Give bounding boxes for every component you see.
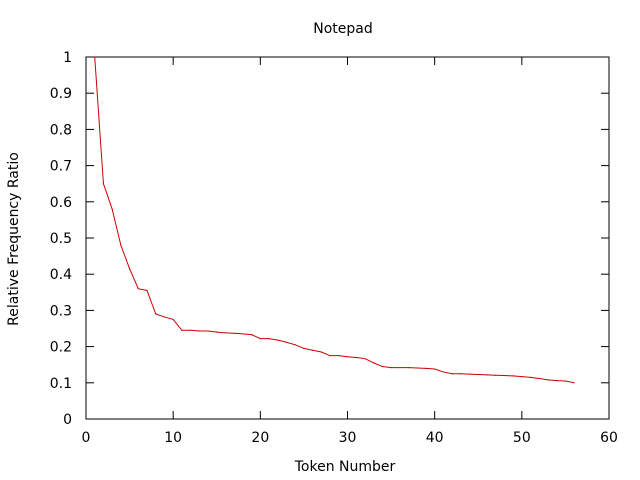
x-tick-label: 50 <box>513 430 531 446</box>
x-tick-label: 20 <box>251 430 269 446</box>
x-axis-label: Token Number <box>294 459 396 475</box>
x-tick-label: 40 <box>426 430 444 446</box>
data-point <box>242 333 244 335</box>
data-point <box>320 351 322 353</box>
data-point <box>460 373 462 375</box>
data-point <box>155 313 157 315</box>
y-tick-label: 0 <box>63 412 72 428</box>
data-point <box>294 344 296 346</box>
plot-frame <box>85 56 610 420</box>
y-tick-label: 1 <box>63 50 72 66</box>
data-point <box>207 330 209 332</box>
data-point <box>338 355 340 357</box>
chart-title: Notepad <box>313 21 373 37</box>
data-point <box>94 56 96 58</box>
y-axis: 0 0.1 0.2 0.3 0.4 0.5 0.6 0.7 0.8 0.9 1 <box>50 50 609 428</box>
data-point <box>425 367 427 369</box>
data-point <box>381 365 383 368</box>
data-point <box>172 318 174 321</box>
y-tick-label: 0.1 <box>50 376 72 392</box>
data-point <box>442 371 444 373</box>
data-point <box>312 349 314 351</box>
data-point <box>529 376 532 378</box>
y-tick-label: 0.4 <box>50 267 72 283</box>
data-point <box>512 375 514 377</box>
data-point <box>346 356 349 358</box>
data-point <box>224 332 227 334</box>
data-point <box>268 338 270 340</box>
data-point <box>285 341 288 343</box>
data-point <box>137 288 139 290</box>
y-tick-label: 0.8 <box>50 122 72 138</box>
x-tick-label: 30 <box>339 430 357 446</box>
data-point <box>128 268 131 270</box>
data-point <box>329 355 331 357</box>
data-point <box>355 356 357 359</box>
data-point <box>521 376 523 378</box>
data-point <box>399 366 401 369</box>
y-tick-label: 0.6 <box>50 195 72 211</box>
data-point <box>163 316 166 318</box>
data-point <box>216 331 218 333</box>
data-point <box>486 374 488 376</box>
data-point <box>547 379 549 381</box>
data-point <box>181 329 183 331</box>
data-point <box>120 244 122 246</box>
data-point <box>111 208 113 210</box>
data-point <box>146 289 148 292</box>
x-tick-label: 0 <box>82 430 91 446</box>
y-tick-label: 0.9 <box>50 86 72 102</box>
data-point <box>233 332 235 334</box>
data-point <box>364 357 366 360</box>
data-point <box>538 377 540 380</box>
data-point <box>277 339 279 341</box>
data-point <box>495 374 497 376</box>
x-axis: 0 10 20 30 40 50 60 <box>82 57 618 446</box>
y-tick-label: 0.7 <box>50 159 72 175</box>
data-point <box>198 330 200 332</box>
y-tick-label: 0.5 <box>50 231 72 247</box>
y-tick-label: 0.3 <box>50 303 72 319</box>
data-point <box>573 382 575 384</box>
y-axis-label: Relative Frequency Ratio <box>6 152 22 326</box>
series-layer <box>94 56 575 384</box>
data-point <box>407 366 410 369</box>
data-point <box>259 338 261 340</box>
y-tick-label: 0.2 <box>50 340 72 356</box>
data-point <box>303 347 305 350</box>
data-point <box>564 380 567 382</box>
data-point <box>556 380 558 382</box>
data-point <box>373 362 375 364</box>
x-tick-label: 60 <box>600 430 618 446</box>
data-point <box>451 373 453 375</box>
x-tick-label: 10 <box>164 430 182 446</box>
data-point <box>251 334 253 336</box>
data-point <box>190 329 192 331</box>
data-point <box>416 367 418 369</box>
data-point <box>390 366 392 369</box>
data-point <box>468 373 471 375</box>
data-point <box>477 373 479 376</box>
data-point <box>434 368 436 370</box>
series-line-0 <box>94 56 575 384</box>
data-point <box>102 183 105 185</box>
data-point <box>503 374 505 377</box>
